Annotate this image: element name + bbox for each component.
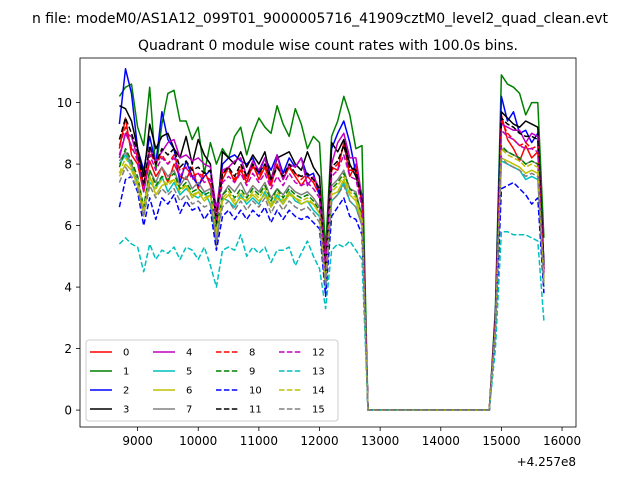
- x-tick-label: 9000: [122, 434, 153, 448]
- y-axis: 0 2 4 6 8 10: [57, 96, 80, 418]
- legend-label-6: 6: [186, 386, 192, 397]
- x-tick-label: 12000: [300, 434, 338, 448]
- legend-label-13: 13: [312, 367, 325, 378]
- y-tick-label: 6: [64, 219, 72, 233]
- y-tick-label: 10: [57, 96, 72, 110]
- legend-label-7: 7: [186, 405, 192, 416]
- y-tick-label: 2: [64, 342, 72, 356]
- axes-frame: [79, 57, 577, 428]
- x-axis: 9000 10000 11000 12000 13000 14000 15000 16000: [122, 427, 581, 448]
- legend-label-10: 10: [249, 386, 262, 397]
- legend-label-3: 3: [123, 405, 129, 416]
- legend-label-1: 1: [123, 367, 129, 378]
- legend-label-9: 9: [249, 367, 255, 378]
- legend-label-11: 11: [249, 405, 262, 416]
- chart-title: Quadrant 0 module wise count rates with …: [138, 38, 518, 54]
- x-tick-label: 14000: [422, 434, 460, 448]
- figure-suptitle: n file: modeM0/AS1A12_099T01_9000005716_…: [32, 11, 609, 27]
- y-tick-label: 0: [64, 404, 72, 418]
- series-line-10: [118, 175, 545, 411]
- series-layer: [118, 68, 545, 411]
- x-tick-label: 10000: [179, 434, 217, 448]
- legend-label-4: 4: [186, 348, 192, 359]
- x-tick-label: 11000: [240, 434, 278, 448]
- x-tick-label: 15000: [482, 434, 520, 448]
- x-tick-label: 13000: [361, 434, 399, 448]
- legend-label-5: 5: [186, 367, 192, 378]
- x-offset-label: +4.257e8: [517, 455, 576, 469]
- legend-label-15: 15: [312, 405, 325, 416]
- legend-frame: [85, 339, 339, 422]
- legend-label-2: 2: [123, 386, 129, 397]
- y-tick-label: 8: [64, 158, 72, 172]
- legend-label-12: 12: [312, 348, 325, 359]
- x-tick-label: 16000: [543, 434, 581, 448]
- legend-label-0: 0: [123, 348, 129, 359]
- legend-label-14: 14: [312, 386, 325, 397]
- y-tick-label: 4: [64, 281, 72, 295]
- legend-label-8: 8: [249, 348, 255, 359]
- series-line-15: [118, 157, 545, 411]
